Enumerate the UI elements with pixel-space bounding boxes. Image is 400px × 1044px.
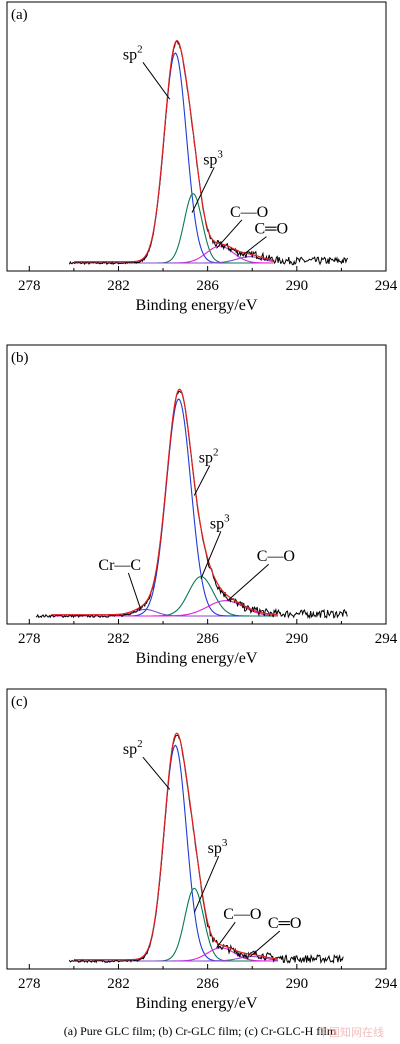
peak-annotation: sp2 <box>199 447 219 467</box>
fit-envelope <box>51 388 278 616</box>
annotation-leader <box>227 563 270 602</box>
peak-annotation: C—O <box>257 548 295 565</box>
x-tick-label: 278 <box>18 976 41 992</box>
annotation-leader <box>193 856 220 913</box>
x-tick-label: 282 <box>107 278 130 294</box>
x-axis-label: Binding energy/eV <box>136 297 258 314</box>
x-tick-label: 294 <box>375 278 398 294</box>
panel-label: (a) <box>11 7 28 23</box>
x-tick-label: 278 <box>18 631 41 647</box>
peak-co <box>73 956 278 962</box>
peak-sp2 <box>51 398 278 617</box>
x-tick-label: 290 <box>286 976 309 992</box>
x-tick-label: 294 <box>375 976 398 992</box>
peak-annotation: sp2 <box>123 738 143 758</box>
peak-sp2 <box>73 52 274 264</box>
peak-annotation: C═O <box>254 221 288 238</box>
chart-panel-1: (a) 278 282 286 290 294 Binding energy/eV sp2 sp… <box>6 1 398 314</box>
annotation-leader <box>191 167 215 213</box>
x-tick-label: 294 <box>375 631 398 647</box>
peak-annotation: Cr—C <box>98 557 141 574</box>
peak-sp3 <box>73 887 278 962</box>
x-axis-label: Binding energy/eV <box>136 995 258 1012</box>
annotation-leader <box>216 219 243 249</box>
annotation-leader <box>193 465 211 496</box>
annotation-leader <box>249 930 281 957</box>
annotation-leader <box>243 236 267 255</box>
plot-frame <box>6 344 387 625</box>
annotation-leader <box>142 756 171 790</box>
watermark: 中国知网在线 <box>318 1026 384 1039</box>
chart-panel-2: (b) 278 282 286 290 294 Binding energy/eV Cr—C s… <box>6 344 398 667</box>
x-tick-label: 290 <box>286 631 309 647</box>
peak-annotation: C═O <box>268 915 302 932</box>
peak-annotation: C—O <box>223 906 261 923</box>
panel-label: (c) <box>11 694 28 710</box>
annotation-leader <box>216 921 236 949</box>
plot-frame <box>6 1 387 272</box>
annotation-leader <box>127 572 142 610</box>
x-tick-label: 286 <box>196 631 219 647</box>
fit-envelope <box>73 40 274 263</box>
raw-spectrum <box>35 390 348 620</box>
peak-sp3 <box>51 576 278 617</box>
peak-annotation: sp3 <box>203 148 223 168</box>
x-tick-label: 278 <box>18 278 41 294</box>
fit-envelope <box>73 732 278 961</box>
peak-co <box>73 256 274 264</box>
chart-panel-3: (c) 278 282 286 290 294 Binding energy/eV sp2 sp… <box>6 688 398 1012</box>
peak-sp2 <box>73 744 278 962</box>
peak-annotation: sp2 <box>123 43 143 63</box>
plot-frame <box>6 688 387 970</box>
annotation-leader <box>200 531 222 579</box>
peak-annotation: sp3 <box>208 837 228 857</box>
x-axis-label: Binding energy/eV <box>136 650 258 667</box>
x-tick-label: 290 <box>286 278 309 294</box>
x-tick-label: 286 <box>196 976 219 992</box>
peak-annotation: C—O <box>230 204 268 221</box>
x-tick-label: 282 <box>107 631 130 647</box>
x-tick-label: 286 <box>196 278 219 294</box>
x-tick-label: 282 <box>107 976 130 992</box>
panel-label: (b) <box>11 350 29 366</box>
annotation-leader <box>142 62 171 100</box>
peak-annotation: sp3 <box>210 512 230 532</box>
figure-caption: (a) Pure GLC film; (b) Cr-GLC film; (c) … <box>63 1024 337 1038</box>
